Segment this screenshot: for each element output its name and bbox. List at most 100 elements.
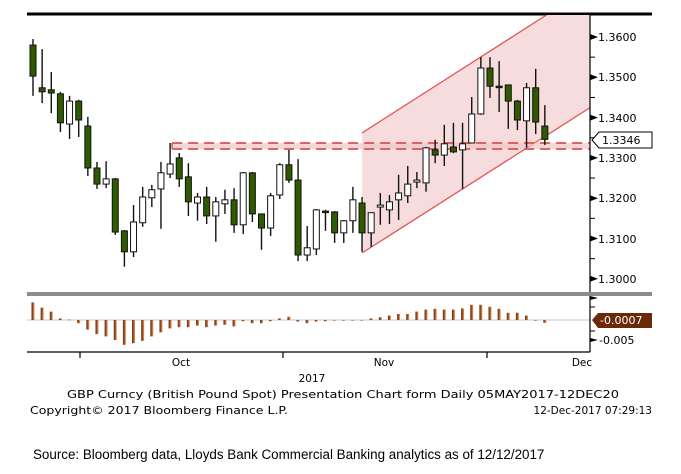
candle: [212, 196, 220, 242]
candle: [440, 124, 448, 166]
annotations: [171, 15, 590, 254]
resistance-band: [172, 142, 590, 150]
candle: [486, 57, 494, 98]
indicator-tick-label: -0.005: [599, 334, 634, 347]
candle: [385, 194, 393, 224]
last-price-tag: 1.3346: [591, 131, 653, 149]
histogram-bar: [323, 320, 327, 322]
candle: [285, 149, 293, 183]
candle-body: [66, 100, 74, 125]
candle-body: [367, 212, 375, 234]
histogram-bar: [387, 315, 391, 320]
histogram-bar: [168, 320, 172, 329]
candle: [276, 163, 284, 200]
candle-body: [230, 199, 238, 226]
histogram-bar: [406, 314, 410, 320]
candle: [340, 219, 348, 243]
candle: [230, 188, 238, 233]
candle: [513, 99, 521, 131]
histogram-bar: [186, 320, 190, 328]
candle: [422, 147, 430, 192]
histogram-bar: [351, 320, 355, 321]
histogram-bar: [205, 320, 209, 328]
histogram-bar: [141, 320, 145, 341]
candle: [84, 116, 92, 177]
candle-body: [385, 201, 393, 211]
candle: [157, 161, 165, 229]
histogram-bar: [442, 309, 446, 320]
candle-body: [431, 149, 439, 156]
histogram-bar: [241, 320, 245, 322]
candle-body: [440, 143, 448, 156]
candle-body: [486, 67, 494, 87]
histogram-bar: [470, 304, 474, 320]
candle-body: [212, 201, 220, 217]
panel-divider: [27, 292, 652, 296]
candle-body: [239, 172, 247, 226]
candle: [93, 161, 101, 189]
candle-body: [258, 213, 265, 229]
histogram-bar: [488, 306, 492, 320]
candle: [221, 189, 229, 214]
candle-body: [84, 125, 92, 169]
candle-body: [120, 230, 128, 253]
timestamp: 12-Dec-2017 07:29:13: [534, 405, 652, 417]
indicator-histogram: [27, 302, 590, 345]
candle-body: [38, 87, 46, 93]
histogram-bar: [543, 320, 547, 323]
candle: [495, 61, 503, 112]
candle: [47, 72, 55, 114]
y-tick-label: 1.3200: [598, 192, 637, 205]
candle: [331, 211, 339, 243]
candle: [120, 230, 128, 267]
candle: [148, 184, 156, 208]
candle: [267, 192, 275, 237]
candle-body: [56, 93, 64, 124]
histogram-bar: [104, 320, 108, 337]
histogram-bar: [461, 308, 465, 320]
candle: [248, 172, 256, 222]
candle: [184, 163, 192, 216]
candle: [203, 186, 211, 224]
last-value-tag: [592, 313, 652, 328]
y-tick-mark: [590, 195, 598, 202]
candle-body: [422, 147, 430, 184]
channel-upper-line: [361, 15, 548, 134]
candle-body: [495, 85, 503, 89]
histogram-bar: [31, 302, 35, 320]
candle-body: [376, 204, 384, 208]
candle: [111, 178, 119, 235]
candle-body: [102, 178, 110, 185]
histogram-bar: [150, 320, 154, 337]
candle: [459, 122, 467, 189]
histogram-bar: [451, 309, 455, 320]
candle-body: [312, 209, 320, 250]
histogram-bar: [525, 315, 529, 320]
y-tick-label: 1.3400: [598, 112, 637, 125]
candle-body: [477, 67, 485, 115]
candle: [532, 68, 540, 135]
candle-body: [358, 202, 366, 234]
candle: [56, 91, 64, 133]
candle-body: [468, 113, 476, 144]
histogram-bar: [232, 320, 236, 327]
histogram-bar: [515, 312, 519, 320]
y-tick-label: 1.3500: [598, 71, 637, 84]
candle-body: [175, 157, 183, 180]
candle: [239, 172, 247, 235]
candle: [367, 212, 375, 247]
candle-body: [504, 84, 512, 102]
histogram-bar: [77, 320, 81, 324]
histogram-bar: [196, 320, 200, 326]
histogram-bar: [223, 320, 227, 325]
histogram-bar: [132, 320, 136, 344]
candle: [175, 153, 183, 187]
candle: [349, 186, 357, 233]
candle-body: [75, 100, 83, 121]
histogram-bar: [260, 320, 263, 324]
candle-body: [523, 87, 531, 122]
candle-body: [395, 192, 403, 201]
candle-body: [449, 146, 457, 153]
